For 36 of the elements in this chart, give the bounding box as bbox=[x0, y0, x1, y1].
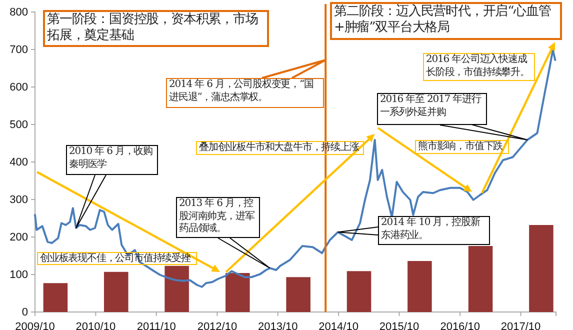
annotation: 2016 年至 2017 年进行一系列外延并购 bbox=[377, 93, 487, 125]
annotation: 2010 年 6 月，收购秦明医学 bbox=[66, 145, 158, 175]
y-tick-label: 400 bbox=[10, 156, 28, 169]
annotation: 2014 年 10 月，控股新东港药业。 bbox=[378, 216, 490, 245]
x-tick-label: 2012/10 bbox=[197, 321, 238, 330]
y-tick-label: 800 bbox=[10, 6, 28, 19]
y-tick-label: 500 bbox=[10, 119, 28, 132]
x-tick-label: 2017/10 bbox=[500, 321, 541, 330]
bar bbox=[346, 271, 372, 312]
annotation: 熊市影响，市值下跌 bbox=[415, 140, 509, 154]
y-tick-label: 100 bbox=[10, 269, 28, 282]
x-tick-label: 2009/10 bbox=[15, 321, 55, 330]
bar bbox=[286, 277, 310, 312]
y-tick-label: 200 bbox=[10, 232, 28, 244]
annotation: 2016 年公司迈入快速成长阶段，市值持续攀升。 bbox=[423, 53, 535, 81]
x-tick-label: 2013/10 bbox=[258, 321, 298, 330]
y-tick-label: 600 bbox=[10, 82, 28, 94]
bar bbox=[164, 266, 189, 312]
bar bbox=[529, 225, 554, 312]
bar bbox=[468, 246, 493, 312]
annotation: 2014 年 6 月，公司股权变更，“国进民退”，蒲忠杰掌权。 bbox=[166, 78, 324, 108]
annotation: 2013 年 6 月，控股河南帅克，进军药品领域。 bbox=[176, 197, 260, 238]
y-tick-label: 300 bbox=[10, 194, 28, 206]
x-tick-label: 2015/10 bbox=[379, 321, 420, 330]
bar bbox=[43, 283, 68, 312]
annotation: 第一阶段：国资控股，资本积累，市场拓展，奠定基础 bbox=[43, 10, 269, 47]
annotation: 第二阶段：迈入民营时代，开启“心血管+肿瘤”双平台大格局 bbox=[330, 2, 562, 40]
x-tick-label: 2016/10 bbox=[440, 321, 480, 330]
y-tick-label: 0 bbox=[22, 306, 28, 319]
x-tick-label: 2014/10 bbox=[318, 321, 358, 330]
bar bbox=[104, 272, 128, 312]
x-tick-label: 2010/10 bbox=[76, 321, 116, 330]
y-tick-label: 700 bbox=[10, 44, 28, 56]
x-tick-label: 2011/10 bbox=[136, 321, 176, 330]
bar bbox=[226, 273, 250, 312]
bar bbox=[408, 261, 432, 312]
